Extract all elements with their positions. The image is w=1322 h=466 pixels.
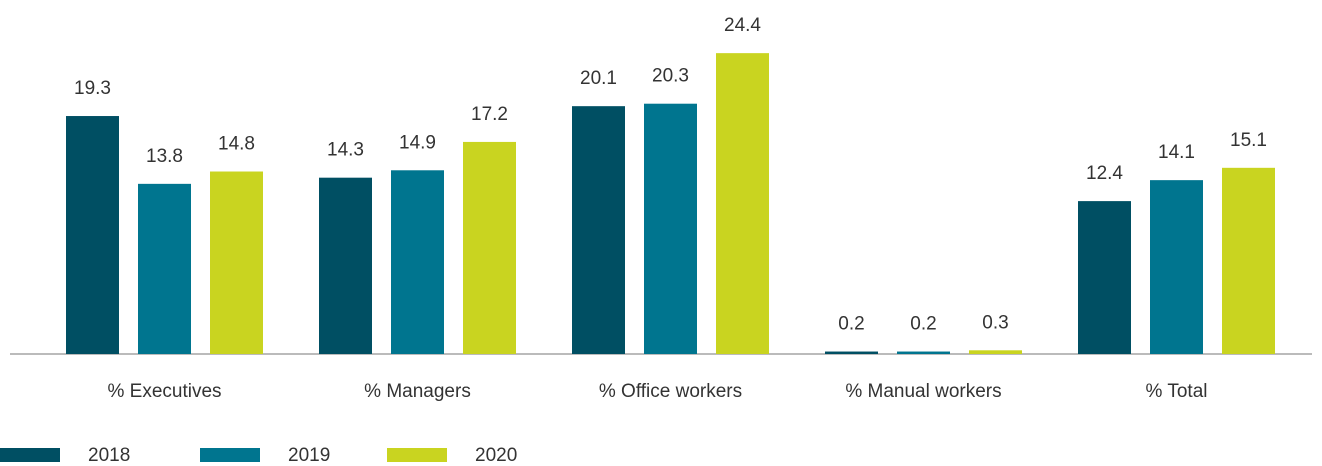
- bar: [825, 351, 878, 354]
- data-label: 19.3: [74, 78, 111, 99]
- legend-swatch: [387, 448, 447, 462]
- bar: [138, 183, 191, 354]
- bar: [572, 106, 625, 355]
- bar: [210, 171, 263, 354]
- legend-label: 2018: [88, 445, 130, 466]
- data-label: 17.2: [471, 104, 508, 125]
- data-label: 0.3: [982, 312, 1008, 333]
- bar: [1222, 167, 1275, 354]
- data-label: 15.1: [1230, 130, 1267, 151]
- bar: [1150, 180, 1203, 354]
- legend-label: 2020: [475, 445, 517, 466]
- legend-swatch: [0, 448, 60, 462]
- x-tick-label: % Total: [1146, 381, 1208, 402]
- x-tick-label: % Manual workers: [845, 381, 1001, 402]
- bar: [1078, 201, 1131, 354]
- x-tick-label: % Office workers: [599, 381, 742, 402]
- bar: [319, 177, 372, 354]
- data-label: 14.8: [218, 134, 255, 155]
- data-label: 24.4: [724, 15, 761, 36]
- bar: [897, 351, 950, 354]
- legend-label: 2019: [288, 445, 330, 466]
- data-label: 14.1: [1158, 142, 1195, 163]
- bar: [66, 116, 119, 354]
- data-label: 20.3: [652, 66, 689, 87]
- bar: [463, 141, 516, 354]
- data-label: 20.1: [580, 68, 617, 89]
- x-tick-label: % Executives: [107, 381, 221, 402]
- bar: [644, 103, 697, 355]
- data-label: 12.4: [1086, 163, 1123, 184]
- data-label: 0.2: [838, 314, 864, 335]
- data-label: 14.9: [399, 132, 436, 153]
- bar: [716, 53, 769, 354]
- legend-swatch: [200, 448, 260, 462]
- bar: [391, 170, 444, 354]
- data-label: 14.3: [327, 140, 364, 161]
- data-label: 0.2: [910, 314, 936, 335]
- bar: [969, 350, 1022, 354]
- x-tick-label: % Managers: [364, 381, 471, 402]
- data-label: 13.8: [146, 146, 183, 167]
